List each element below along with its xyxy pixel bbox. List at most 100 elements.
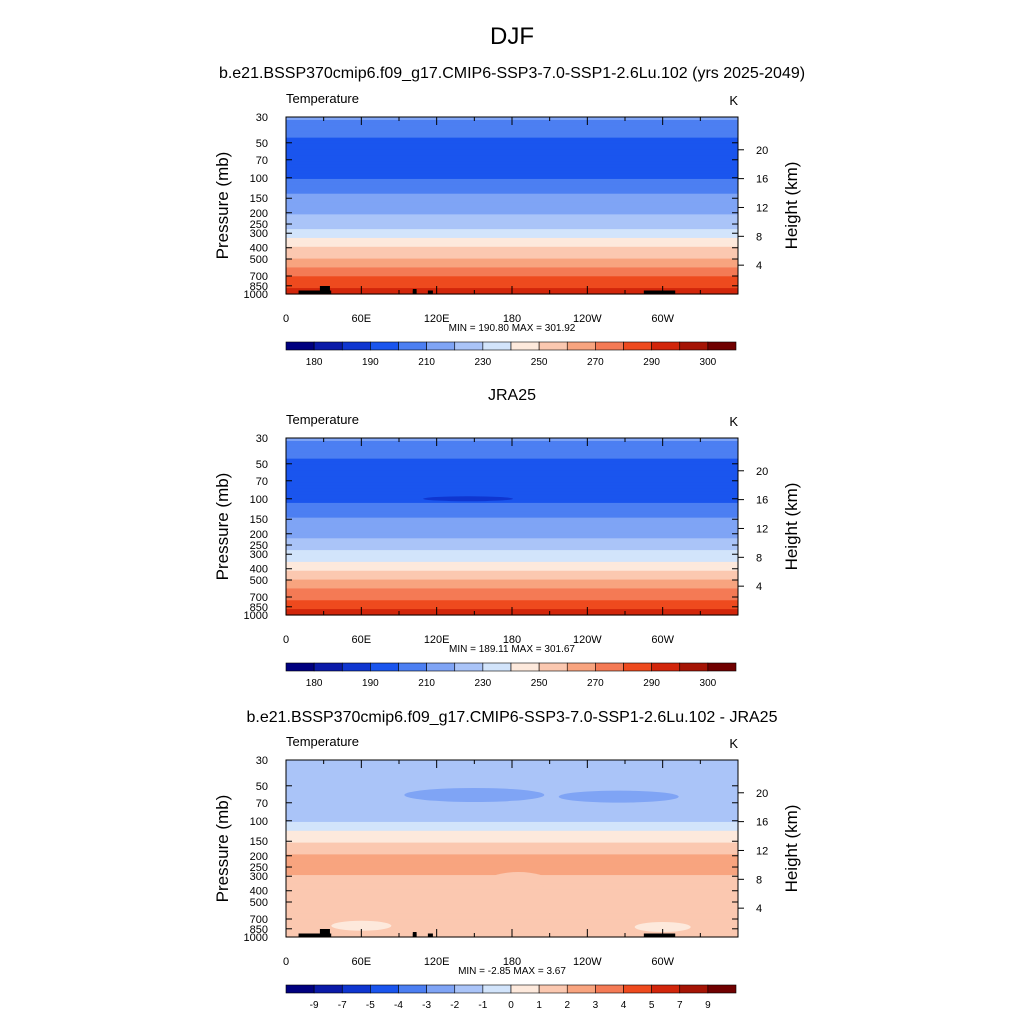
contour-band xyxy=(286,780,738,785)
contour-band xyxy=(286,538,738,542)
colorbar-swatch xyxy=(285,662,315,672)
pressure-tick-label: 100 xyxy=(250,173,268,185)
contour-band xyxy=(286,264,738,269)
y2-axis-title: Height (km) xyxy=(782,805,801,893)
contour-band xyxy=(286,550,738,554)
pressure-tick-label: 70 xyxy=(256,476,268,488)
colorbar-swatch xyxy=(566,662,596,672)
colorbar-swatch xyxy=(454,662,484,672)
contour-band xyxy=(286,482,738,486)
contour-band xyxy=(286,479,738,483)
colorbar-swatch xyxy=(426,341,456,351)
height-tick-label: 12 xyxy=(756,845,768,857)
contour-band xyxy=(286,529,738,533)
min-max-stats: MIN = -2.85 MAX = 3.67 xyxy=(458,966,566,977)
pressure-tick-label: 850 xyxy=(250,281,268,293)
colorbar-swatch xyxy=(398,341,427,351)
contour-band xyxy=(286,155,738,159)
contour-band xyxy=(286,842,738,847)
colorbar-swatch xyxy=(454,341,484,351)
colorbar-label: 180 xyxy=(306,357,323,368)
colorbar-swatch xyxy=(679,662,709,672)
lon-tick-label: 120W xyxy=(573,634,602,646)
pressure-tick-label: 400 xyxy=(250,243,268,255)
colorbar-label: 2 xyxy=(564,1000,570,1011)
y2-axis-title: Height (km) xyxy=(782,162,801,250)
colorbar-swatch xyxy=(538,984,568,994)
units-label: K xyxy=(729,93,738,108)
contour-band xyxy=(286,267,738,271)
contour-band xyxy=(286,848,738,853)
contour-band xyxy=(286,149,738,153)
colorbar-swatch xyxy=(707,341,737,351)
contour-band xyxy=(286,173,738,177)
contour-band xyxy=(286,889,738,894)
contour-band xyxy=(286,246,738,251)
contour-blob xyxy=(331,920,392,931)
colorbar-swatch xyxy=(426,984,456,994)
contour-band xyxy=(286,476,738,480)
colorbar-swatch xyxy=(370,984,399,994)
contour-band xyxy=(286,140,738,145)
pressure-tick-label: 400 xyxy=(250,886,268,898)
colorbar-label: 0 xyxy=(508,1000,514,1011)
colorbar-swatch xyxy=(679,984,709,994)
pressure-tick-label: 500 xyxy=(250,897,268,909)
contour-band xyxy=(286,520,738,525)
contour-band xyxy=(286,243,738,248)
colorbar-label: 180 xyxy=(306,678,323,689)
colorbar-label: 270 xyxy=(587,357,604,368)
contour-band xyxy=(286,907,738,912)
lon-tick-label: 0 xyxy=(283,634,289,646)
contour-band xyxy=(286,561,738,566)
contour-band xyxy=(286,461,738,466)
contour-band xyxy=(286,556,738,560)
colorbar-label: -9 xyxy=(310,1000,319,1011)
pressure-tick-label: 300 xyxy=(250,871,268,883)
contour-band xyxy=(286,458,738,463)
height-tick-label: 12 xyxy=(756,523,768,535)
height-tick-label: 16 xyxy=(756,495,768,507)
units-label: K xyxy=(729,736,738,751)
contour-band xyxy=(286,821,738,826)
height-tick-label: 20 xyxy=(756,788,768,800)
contour-band xyxy=(286,146,738,151)
contour-band xyxy=(286,547,738,551)
contour-band xyxy=(286,199,738,204)
contour-blob xyxy=(488,872,549,891)
panel-3: b.e21.BSSP370cmip6.f09_g17.CMIP6-SSP3-7.… xyxy=(213,709,801,1011)
contour-band xyxy=(286,600,738,604)
contour-field xyxy=(286,438,738,616)
pressure-tick-label: 850 xyxy=(250,924,268,936)
pressure-tick-label: 700 xyxy=(250,914,268,926)
contour-band xyxy=(286,446,738,451)
min-max-stats: MIN = 189.11 MAX = 301.67 xyxy=(449,644,575,655)
colorbar-swatch xyxy=(510,341,540,351)
colorbar-label: 190 xyxy=(362,357,379,368)
colorbar-swatch xyxy=(651,341,681,351)
colorbar-swatch xyxy=(623,341,652,351)
pressure-tick-label: 70 xyxy=(256,798,268,810)
contour-band xyxy=(286,833,738,838)
contour-band xyxy=(286,205,738,210)
contour-band xyxy=(286,137,738,142)
contour-band xyxy=(286,208,738,212)
colorbar-label: -5 xyxy=(366,1000,375,1011)
panel-title: b.e21.BSSP370cmip6.f09_g17.CMIP6-SSP3-7.… xyxy=(247,709,778,726)
colorbar-swatch xyxy=(398,984,427,994)
topography xyxy=(319,929,330,937)
lon-tick-label: 180 xyxy=(503,956,521,968)
contour-band xyxy=(286,813,738,817)
panel-title: b.e21.BSSP370cmip6.f09_g17.CMIP6-SSP3-7.… xyxy=(219,65,805,82)
contour-band xyxy=(286,505,738,510)
contour-band xyxy=(286,178,738,183)
contour-band xyxy=(286,535,738,539)
colorbar-label: 290 xyxy=(643,678,660,689)
colorbar: -9 -7 -5 -4 -3 -2 -1 0 1 2 3 4 5 7 9 xyxy=(285,984,737,1011)
contour-band xyxy=(286,499,738,504)
colorbar-label: -7 xyxy=(338,1000,347,1011)
colorbar-label: 230 xyxy=(475,678,492,689)
pressure-tick-label: 250 xyxy=(250,540,268,552)
contour-band xyxy=(286,511,738,516)
colorbar-label: 210 xyxy=(418,678,435,689)
